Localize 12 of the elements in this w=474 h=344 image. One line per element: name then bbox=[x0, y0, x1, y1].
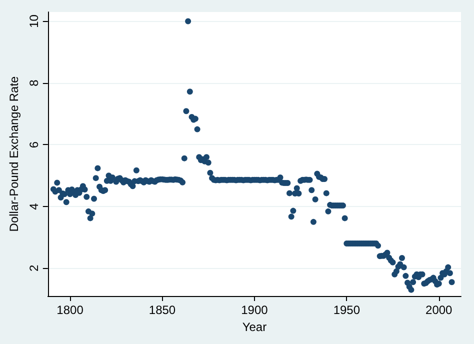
x-tick-label: 2000 bbox=[426, 303, 453, 317]
x-axis-title: Year bbox=[242, 320, 267, 334]
x-tick-label: 1800 bbox=[56, 303, 84, 317]
x-tick-label: 1900 bbox=[241, 303, 268, 317]
y-tick-label: 2 bbox=[26, 264, 41, 272]
x-tick-label: 1850 bbox=[148, 303, 176, 317]
y-tick-label: 8 bbox=[26, 79, 41, 86]
x-tick-label: 1950 bbox=[333, 303, 360, 317]
y-axis-title: Dollar-Pound Exchange Rate bbox=[7, 76, 21, 232]
y-tick-label: 4 bbox=[26, 202, 41, 210]
y-tick-label: 6 bbox=[26, 141, 41, 148]
y-tick-label: 10 bbox=[26, 14, 41, 28]
